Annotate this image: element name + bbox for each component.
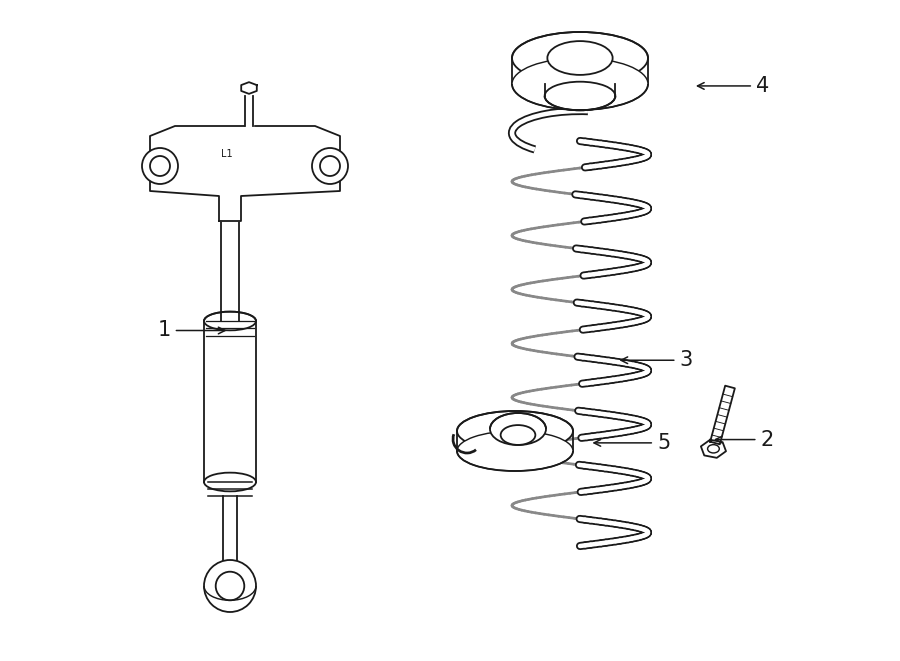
Text: L1: L1 xyxy=(221,149,233,159)
Ellipse shape xyxy=(512,58,648,110)
Ellipse shape xyxy=(320,156,340,176)
Ellipse shape xyxy=(312,148,348,184)
Ellipse shape xyxy=(204,311,256,330)
Polygon shape xyxy=(241,82,256,94)
Text: 3: 3 xyxy=(621,350,693,370)
Ellipse shape xyxy=(150,156,170,176)
Ellipse shape xyxy=(512,32,648,84)
Ellipse shape xyxy=(500,425,536,445)
Text: 2: 2 xyxy=(716,430,774,449)
Ellipse shape xyxy=(216,572,244,600)
Ellipse shape xyxy=(204,473,256,491)
Ellipse shape xyxy=(490,413,546,445)
Text: 4: 4 xyxy=(698,76,770,96)
Text: 1: 1 xyxy=(158,321,225,340)
Polygon shape xyxy=(701,440,726,458)
Text: 5: 5 xyxy=(594,433,670,453)
Polygon shape xyxy=(150,126,340,221)
Ellipse shape xyxy=(204,560,256,612)
Ellipse shape xyxy=(142,148,178,184)
Polygon shape xyxy=(710,385,734,444)
Ellipse shape xyxy=(544,82,616,110)
Ellipse shape xyxy=(457,431,573,471)
Ellipse shape xyxy=(457,411,573,451)
Ellipse shape xyxy=(547,41,613,75)
